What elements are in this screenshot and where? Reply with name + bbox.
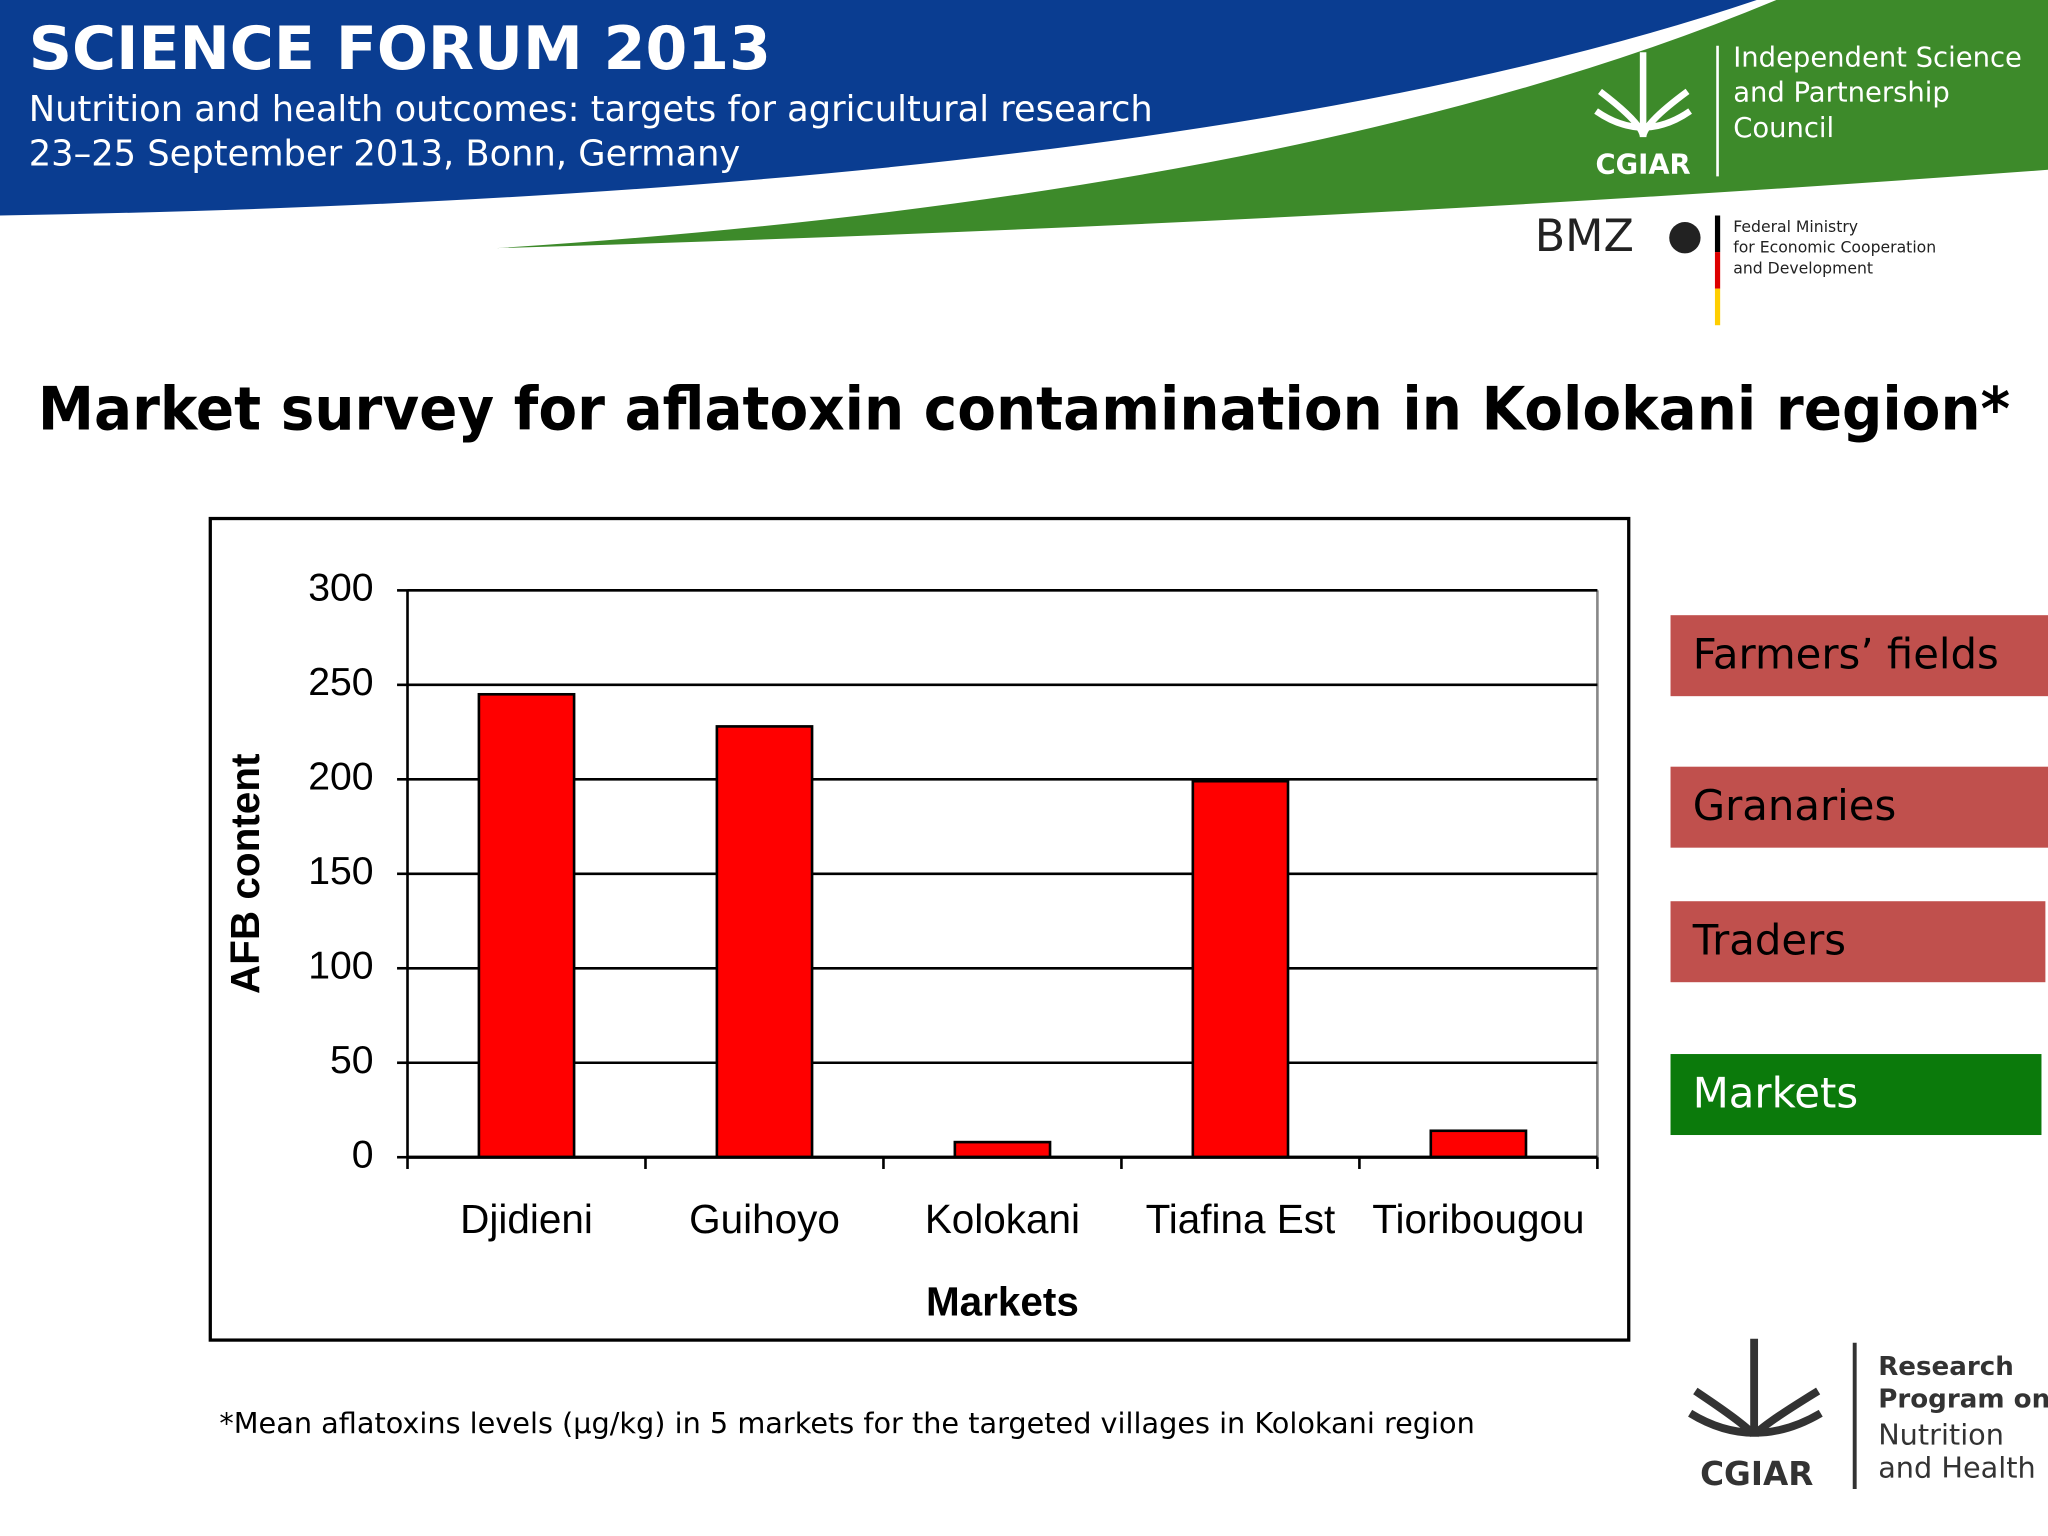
bar	[715, 725, 814, 1159]
side-box-label: Markets	[1693, 1068, 1858, 1117]
footer-cgiar: CGIAR	[1700, 1455, 1813, 1493]
ministry-line: for Economic Cooperation	[1733, 238, 1936, 257]
y-tick-label: 100	[308, 945, 373, 988]
bar	[1191, 779, 1290, 1159]
side-box	[1670, 1054, 2042, 1136]
flag-black	[1714, 215, 1721, 253]
side-box-label: Granaries	[1693, 781, 1897, 830]
header-dates: 23–25 September 2013, Bonn, Germany	[29, 133, 741, 174]
flag-gold	[1714, 288, 1721, 326]
flag-red	[1714, 252, 1721, 289]
x-tick-label: Guihoyo	[689, 1196, 840, 1242]
council-line: Independent Science	[1733, 42, 2022, 73]
program-line: and Health	[1878, 1450, 2035, 1484]
bmz-label: BMZ	[1535, 211, 1634, 262]
header-band	[0, 0, 1757, 216]
side-box	[1670, 766, 2048, 848]
program-line: Nutrition	[1878, 1418, 2004, 1452]
x-axis-label: Markets	[926, 1279, 1079, 1325]
council-line: Council	[1733, 113, 1834, 144]
side-box	[1670, 901, 2046, 983]
footer-emblem	[1688, 1338, 1823, 1439]
y-axis-label: AFB content	[222, 754, 268, 995]
cgiar-emblem	[1594, 52, 1692, 138]
side-box-label: Traders	[1692, 916, 1846, 965]
program-line: Research	[1878, 1352, 2014, 1382]
chart: 0 50 100 150 200 250 300 Djidieni Guihoyo Kolokan…	[222, 567, 1599, 1325]
bar	[1429, 1129, 1528, 1159]
y-tick-label: 150	[308, 850, 373, 893]
chart-frame	[208, 516, 1631, 1342]
eagle	[1669, 222, 1701, 254]
bar	[953, 1140, 1052, 1159]
footnote: *Mean aflatoxins levels (µg/kg) in 5 mar…	[219, 1406, 1474, 1440]
header-title: SCIENCE FORUM 2013	[29, 14, 771, 84]
header-subtitle: Nutrition and health outcomes: targets f…	[29, 89, 1153, 130]
x-tick-label: Tioribougou	[1372, 1196, 1584, 1242]
y-tick-label: 300	[308, 567, 373, 610]
bar	[477, 692, 576, 1159]
ministry-line: Federal Ministry	[1733, 217, 1858, 236]
ministry-line: and Development	[1733, 259, 1873, 278]
header-swoosh	[496, 0, 2048, 249]
cgiar-label: CGIAR	[1596, 149, 1691, 180]
side-box-label: Farmers’ fields	[1693, 629, 1999, 678]
side-box	[1670, 615, 2048, 697]
y-tick-label: 250	[308, 661, 373, 704]
x-tick-label: Tiafina Est	[1146, 1196, 1336, 1242]
x-tick-label: Djidieni	[460, 1196, 593, 1242]
program-line: Program on	[1878, 1385, 2048, 1415]
y-tick-label: 50	[330, 1039, 374, 1082]
x-tick-label: Kolokani	[925, 1196, 1080, 1242]
y-tick-label: 0	[352, 1134, 374, 1177]
council-line: and Partnership	[1733, 78, 1950, 109]
slide-title: Market survey for aflatoxin contaminatio…	[38, 374, 2010, 444]
y-tick-label: 200	[308, 756, 373, 799]
